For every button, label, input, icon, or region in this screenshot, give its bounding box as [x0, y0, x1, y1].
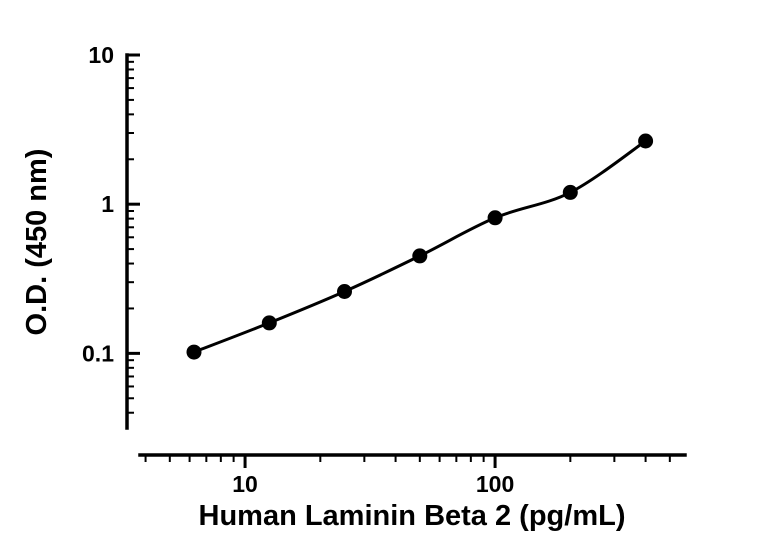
data-point [261, 315, 277, 331]
data-point [412, 248, 428, 264]
x-axis-title: Human Laminin Beta 2 (pg/mL) [199, 500, 626, 532]
x-tick-label: 10 [232, 471, 258, 497]
data-point [562, 184, 578, 200]
fit-curve [192, 139, 648, 354]
y-tick-label: 1 [101, 191, 114, 217]
y-tick-label: 0.1 [82, 340, 114, 366]
data-point [186, 344, 202, 360]
y-axis-title: O.D. (450 nm) [21, 149, 53, 336]
data-point [337, 284, 352, 299]
data-point [638, 133, 654, 149]
plot-area: 0.1 1 10 10 100 [82, 42, 687, 497]
data-point [487, 210, 503, 226]
y-tick-label: 10 [88, 42, 114, 68]
x-tick-label: 100 [476, 471, 514, 497]
